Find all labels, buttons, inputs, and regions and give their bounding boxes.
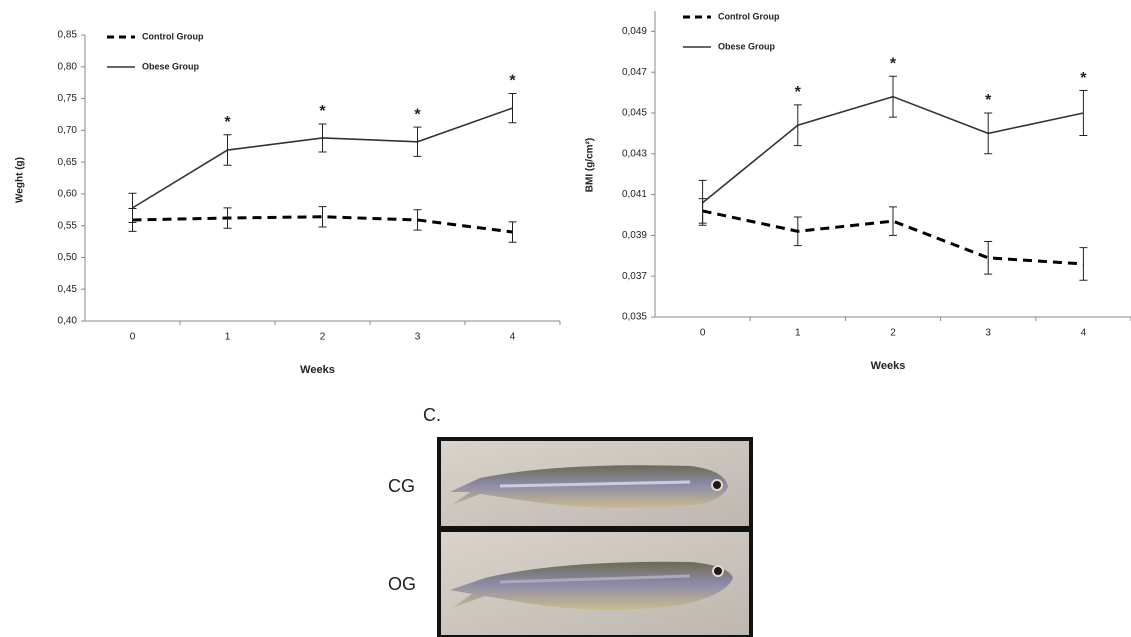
row-label: OG <box>388 574 416 594</box>
y-tick-label: 0,043 <box>622 148 647 159</box>
legend-label: Control Group <box>718 11 780 21</box>
y-axis-label: Weght (g) <box>15 157 26 203</box>
y-tick-label: 0,047 <box>622 67 647 78</box>
y-tick-label: 0,039 <box>622 230 647 241</box>
significance-mark: * <box>319 103 326 120</box>
y-tick-label: 0,60 <box>58 189 78 200</box>
x-tick-label: 3 <box>415 332 421 343</box>
x-tick-label: 1 <box>795 328 801 339</box>
y-tick-label: 0,037 <box>622 271 647 282</box>
y-tick-label: 0,80 <box>58 61 78 72</box>
legend-label: Obese Group <box>142 61 200 71</box>
error-bar <box>889 76 897 117</box>
y-tick-label: 0,035 <box>622 312 647 323</box>
y-tick-label: 0,55 <box>58 220 78 231</box>
x-axis-label: Weeks <box>871 360 906 372</box>
y-tick-label: 0,65 <box>58 157 78 168</box>
significance-mark: * <box>509 73 516 90</box>
legend-label: Obese Group <box>718 41 776 51</box>
series-line <box>133 108 513 208</box>
x-tick-label: 0 <box>700 328 706 339</box>
y-axis-label: BMI (g/cm²) <box>585 138 596 192</box>
error-bar <box>129 193 137 222</box>
y-tick-label: 0,50 <box>58 252 78 263</box>
significance-mark: * <box>890 55 897 72</box>
y-tick-label: 0,40 <box>58 316 78 327</box>
figure: C. CG OG 0,40 0,45 0,50 0,55 0,60 0,65 0,70 0,7… <box>0 0 1131 637</box>
y-tick-label: 0,75 <box>58 93 78 104</box>
row-label: CG <box>388 476 415 496</box>
error-bar <box>1079 248 1087 281</box>
error-bar <box>794 105 802 146</box>
y-tick-label: 0,85 <box>58 30 78 41</box>
x-tick-label: 4 <box>510 332 516 343</box>
panel-label: C. <box>423 405 441 425</box>
photo <box>441 441 749 526</box>
significance-mark: * <box>795 84 802 101</box>
error-bar <box>699 180 707 225</box>
y-tick-label: 0,041 <box>622 189 647 200</box>
legend-label: Control Group <box>142 31 204 41</box>
significance-mark: * <box>414 106 421 123</box>
x-axis-label: Weeks <box>300 364 335 376</box>
significance-mark: * <box>985 92 992 109</box>
x-tick-label: 2 <box>320 332 326 343</box>
significance-mark: * <box>224 114 231 131</box>
x-tick-label: 1 <box>225 332 231 343</box>
x-tick-label: 4 <box>1081 328 1087 339</box>
error-bar <box>509 93 517 122</box>
y-tick-label: 0,45 <box>58 284 78 295</box>
y-tick-label: 0,049 <box>622 26 647 37</box>
photo <box>441 532 749 635</box>
significance-mark: * <box>1080 70 1087 87</box>
x-tick-label: 0 <box>130 332 136 343</box>
y-tick-label: 0,70 <box>58 125 78 136</box>
x-tick-label: 3 <box>985 328 991 339</box>
x-tick-label: 2 <box>890 328 896 339</box>
y-tick-label: 0,045 <box>622 108 647 119</box>
